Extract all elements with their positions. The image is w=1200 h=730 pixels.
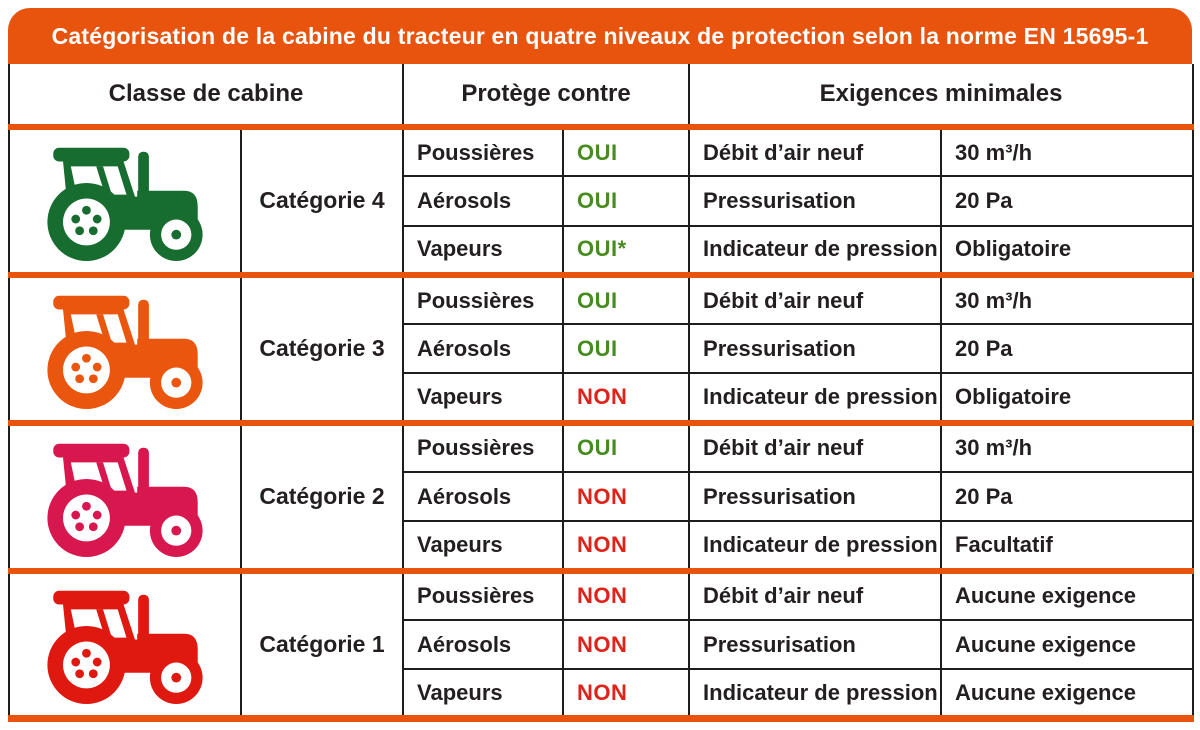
substance-cell: Vapeurs (402, 520, 565, 571)
protection-flag: NON (562, 570, 691, 620)
table-row: Aérosols NON Pressurisation 20 Pa (9, 471, 1195, 522)
requirement-cell: Indicateur de pression (688, 224, 943, 275)
tractor-icon (36, 436, 214, 558)
header-row: Classe de cabine Protège contre Exigence… (7, 64, 1195, 130)
column-header-classe: Classe de cabine (7, 64, 405, 130)
protection-flag: OUI (562, 323, 691, 374)
requirement-value: 30 m³/h (940, 422, 1195, 473)
requirement-cell: Débit d’air neuf (688, 274, 943, 325)
table-row: Catégorie 1 Poussières NON Débit d’air n… (8, 570, 1195, 719)
requirement-cell: Pressurisation (688, 618, 943, 670)
tractor-icon-cell (8, 422, 242, 571)
requirement-cell: Débit d’air neuf (688, 127, 943, 177)
tractor-icon-cell (8, 127, 242, 275)
substance-cell: Poussières (402, 570, 565, 620)
column-header-protege: Protège contre (402, 64, 691, 130)
protection-flag: NON (562, 520, 691, 571)
requirement-value: 20 Pa (940, 323, 1195, 374)
page-title: Catégorisation de la cabine du tracteur … (51, 22, 1149, 49)
infographic-table: Catégorisation de la cabine du tracteur … (7, 8, 1195, 722)
requirement-value: 20 Pa (940, 471, 1195, 522)
requirement-value: 20 Pa (940, 175, 1195, 226)
table-row: Catégorie 4 Poussières OUI Débit d’air n… (8, 127, 1195, 275)
table-row: Vapeurs OUI* Indicateur de pression Obli… (9, 224, 1195, 275)
title-bar: Catégorisation de la cabine du tracteur … (8, 8, 1192, 64)
requirement-value: 30 m³/h (940, 274, 1195, 325)
protection-flag: NON (562, 471, 691, 522)
protection-flag: OUI (562, 175, 691, 226)
cabin-category-table: Classe de cabine Protège contre Exigence… (7, 64, 1195, 722)
requirement-cell: Pressurisation (688, 175, 943, 226)
substance-cell: Aérosols (402, 618, 565, 670)
requirement-value: Aucune exigence (940, 570, 1195, 620)
table-row: Vapeurs NON Indicateur de pression Facul… (9, 520, 1195, 571)
substance-cell: Vapeurs (402, 372, 565, 423)
protection-flag: OUI (562, 127, 691, 177)
tractor-icon (36, 583, 214, 705)
substance-cell: Vapeurs (402, 224, 565, 275)
requirement-cell: Pressurisation (688, 323, 943, 374)
requirement-cell: Débit d’air neuf (688, 422, 943, 473)
table-row: Aérosols NON Pressurisation Aucune exige… (9, 618, 1195, 670)
protection-flag: NON (562, 618, 691, 670)
protection-flag: NON (562, 668, 691, 719)
requirement-cell: Débit d’air neuf (688, 570, 943, 620)
table-row: Catégorie 3 Poussières OUI Débit d’air n… (8, 274, 1195, 423)
category-block-1: Catégorie 1 Poussières NON Débit d’air n… (8, 570, 1195, 719)
category-label: Catégorie 2 (239, 422, 405, 571)
protection-flag: OUI (562, 422, 691, 473)
requirement-value: Facultatif (940, 520, 1195, 571)
substance-cell: Poussières (402, 274, 565, 325)
requirement-cell: Pressurisation (688, 471, 943, 522)
column-header-exigences: Exigences minimales (688, 64, 1195, 130)
requirement-cell: Indicateur de pression (688, 372, 943, 423)
table-row: Vapeurs NON Indicateur de pression Aucun… (9, 668, 1195, 719)
protection-flag: NON (562, 372, 691, 423)
requirement-cell: Indicateur de pression (688, 520, 943, 571)
requirement-value: 30 m³/h (940, 127, 1195, 177)
protection-flag: OUI* (562, 224, 691, 275)
category-block-4: Catégorie 4 Poussières OUI Débit d’air n… (8, 127, 1195, 275)
tractor-icon (36, 140, 214, 262)
tractor-icon-cell (8, 274, 242, 423)
category-label: Catégorie 1 (239, 570, 405, 719)
table-row: Aérosols OUI Pressurisation 20 Pa (9, 175, 1195, 226)
tractor-icon-cell (8, 570, 242, 719)
requirement-value: Obligatoire (940, 224, 1195, 275)
tractor-icon (36, 288, 214, 410)
requirement-value: Aucune exigence (940, 618, 1195, 670)
protection-flag: OUI (562, 274, 691, 325)
table-row: Catégorie 2 Poussières OUI Débit d’air n… (8, 422, 1195, 571)
substance-cell: Aérosols (402, 323, 565, 374)
requirement-cell: Indicateur de pression (688, 668, 943, 719)
category-block-3: Catégorie 3 Poussières OUI Débit d’air n… (8, 274, 1195, 423)
category-label: Catégorie 3 (239, 274, 405, 423)
substance-cell: Poussières (402, 422, 565, 473)
substance-cell: Vapeurs (402, 668, 565, 719)
category-label: Catégorie 4 (239, 127, 405, 275)
requirement-value: Obligatoire (940, 372, 1195, 423)
requirement-value: Aucune exigence (940, 668, 1195, 719)
table-row: Vapeurs NON Indicateur de pression Oblig… (9, 372, 1195, 423)
substance-cell: Poussières (402, 127, 565, 177)
substance-cell: Aérosols (402, 175, 565, 226)
category-block-2: Catégorie 2 Poussières OUI Débit d’air n… (8, 422, 1195, 571)
table-row: Aérosols OUI Pressurisation 20 Pa (9, 323, 1195, 374)
substance-cell: Aérosols (402, 471, 565, 522)
